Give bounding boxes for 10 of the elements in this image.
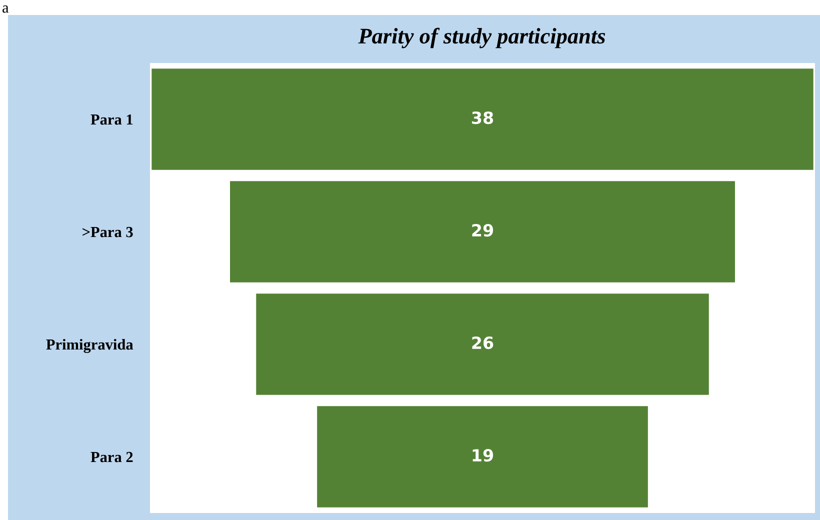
data-label: 26 [472, 336, 494, 350]
category-label: Para 2 [90, 452, 133, 462]
category-label: >Para 3 [82, 226, 133, 238]
category-label: Para 1 [90, 114, 133, 125]
category-label: Primigravida [46, 338, 134, 353]
data-label: 38 [472, 111, 494, 124]
text: Parity of study participants [358, 28, 606, 48]
text: a [2, 5, 9, 13]
data-label: 19 [472, 448, 494, 462]
data-label: 29 [472, 224, 494, 237]
